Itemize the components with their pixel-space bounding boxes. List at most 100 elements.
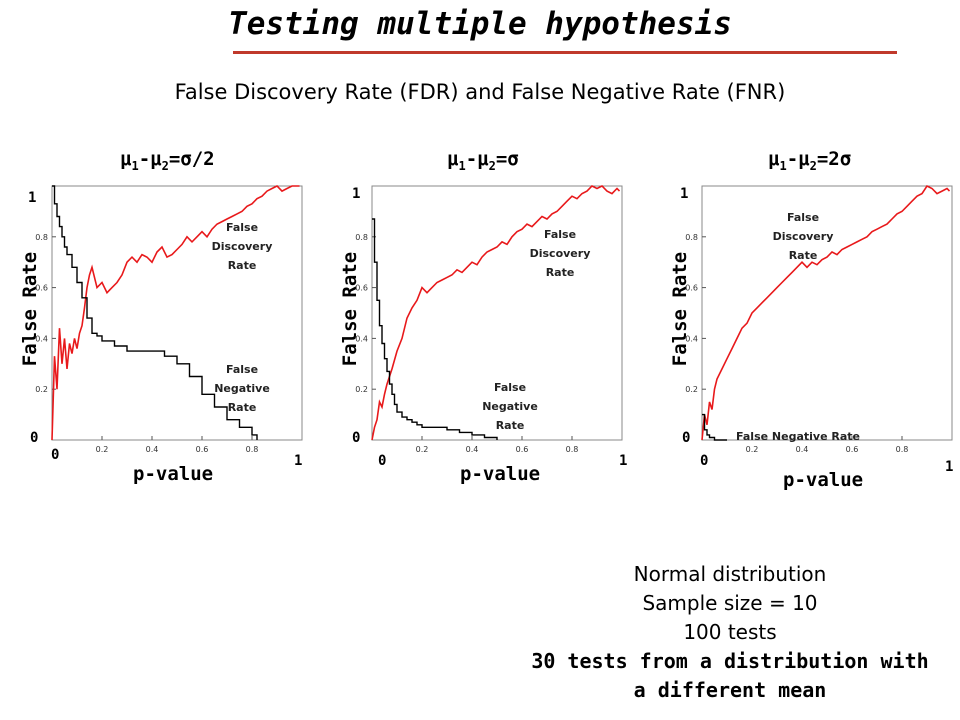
x-axis-max-label: 1 [619,453,628,469]
annotation-line: False [225,221,259,234]
experiment-notes: Normal distribution Sample size = 10 100… [500,560,960,705]
y-axis-label: False Rate [19,251,41,367]
x-axis-min-label: 0 [51,447,60,463]
annotation-line: Negative [482,400,538,413]
panel-title: μ1-μ2=σ [447,148,519,173]
panel-title-part: 1 [131,158,139,173]
panel-title-part: 2 [809,158,817,173]
x-tick-label: 0.4 [796,445,809,454]
y-tick-label: 0.2 [685,385,698,394]
y-tick-label: 0.8 [685,233,698,242]
panel-title-part: 2 [161,158,169,173]
annotation-line: Discovery [211,240,273,253]
y-axis-min-label: 0 [682,430,691,446]
line-chart: 0.2 0.4 0.6 0.8 0.2 0.4 0.6 0.8 [35,185,303,454]
line-chart: 0.2 0.4 0.6 0.8 0.2 0.4 0.6 0.8 [685,184,953,454]
annotation-line: Rate [545,266,575,279]
x-tick-label: 0.2 [746,445,759,454]
plot-frame [51,185,303,441]
y-tick-label: 0.6 [355,284,368,293]
note-line: Normal distribution [633,562,827,586]
annotation-line: False [786,211,820,224]
y-tick-label: 0.8 [355,233,368,242]
note-line: Sample size = 10 [642,591,818,615]
x-tick-label: 0.8 [566,445,579,454]
x-axis-label: p-value [460,463,541,485]
panel-title-part: 1 [779,158,787,173]
panel-title-part: =σ [495,148,519,170]
x-axis-label: p-value [783,469,864,491]
annotation-line: Rate [788,249,818,262]
y-axis-max-label: 1 [680,186,689,202]
panel-title-part: μ [447,148,459,170]
fdr-annotation: False Discovery Rate [757,208,849,265]
y-tick-label: 0.2 [35,385,48,394]
x-axis-max-label: 1 [945,459,954,475]
panel-title-part: -μ [138,148,162,170]
fnr-annotation: False Negative Rate [713,427,883,446]
plot-frame [701,185,953,441]
subtitle: False Discovery Rate (FDR) and False Neg… [174,80,786,104]
x-tick-label: 0.8 [896,445,909,454]
x-tick-label: 0.2 [96,445,109,454]
y-axis-label: False Rate [669,251,691,367]
annotation-line: False [493,381,527,394]
y-axis-max-label: 1 [28,190,37,206]
title-underline [233,51,897,54]
y-tick-label: 0.6 [685,284,698,293]
panel-title-part: -μ [786,148,810,170]
x-tick-label: 0.4 [466,445,479,454]
line-chart: 0.2 0.4 0.6 0.8 0.2 0.4 0.6 0.8 [355,185,623,454]
y-axis-min-label: 0 [352,430,361,446]
fdr-annotation: False Discovery Rate [514,225,606,282]
fnr-series-line [702,413,727,441]
fdr-annotation: False Discovery Rate [196,218,288,275]
x-tick-label: 0.6 [846,445,859,454]
x-axis-min-label: 0 [700,453,709,469]
y-tick-label: 0.4 [35,334,48,343]
y-axis-min-label: 0 [30,430,39,446]
note-line: 100 tests [683,620,777,644]
panel-title-part: μ [120,148,132,170]
fnr-series-line [52,185,258,440]
fdr-series-line [51,185,300,441]
y-tick-label: 0.4 [685,334,698,343]
x-axis-label: p-value [133,463,214,485]
x-axis-min-label: 0 [378,453,387,469]
y-axis-label: False Rate [339,251,361,367]
annotation-line: Discovery [529,247,591,260]
x-tick-label: 0.8 [246,445,259,454]
note-line: 30 tests from a distribution with [531,649,929,673]
annotation-line: Rate [227,259,257,272]
panel-title-part: 2 [488,158,496,173]
x-axis-max-label: 1 [294,453,303,469]
x-tick-label: 0.6 [196,445,209,454]
panel-title-part: =σ/2 [168,148,215,170]
annotation-line: False [543,228,577,241]
fnr-annotation: False Negative Rate [196,360,288,417]
annotation-line: False [225,363,259,376]
annotation-line: Negative [214,382,270,395]
y-tick-label: 0.6 [35,284,48,293]
fdr-series-line [701,184,951,441]
annotation-line: Rate [227,401,257,414]
fnr-series-line [372,218,498,440]
y-tick-label: 0.8 [35,233,48,242]
panel-title-part: -μ [465,148,489,170]
x-tick-label: 0.6 [516,445,529,454]
x-tick-label: 0.2 [416,445,429,454]
panel-title: μ1-μ2=σ/2 [120,148,215,173]
page-title: Testing multiple hypothesis [228,6,732,42]
panel-title-part: μ [768,148,780,170]
panel-title-part: 1 [458,158,466,173]
panel-title: μ1-μ2=2σ [768,148,851,173]
fdr-series-line [371,185,621,441]
x-tick-label: 0.4 [146,445,159,454]
note-line: a different mean [633,678,827,702]
annotation-line: Discovery [772,230,834,243]
annotation-line: Rate [495,419,525,432]
y-tick-label: 0.4 [355,334,368,343]
y-axis-max-label: 1 [352,186,361,202]
panel-title-part: =2σ [816,148,852,170]
annotation-line: False Negative Rate [736,430,860,443]
